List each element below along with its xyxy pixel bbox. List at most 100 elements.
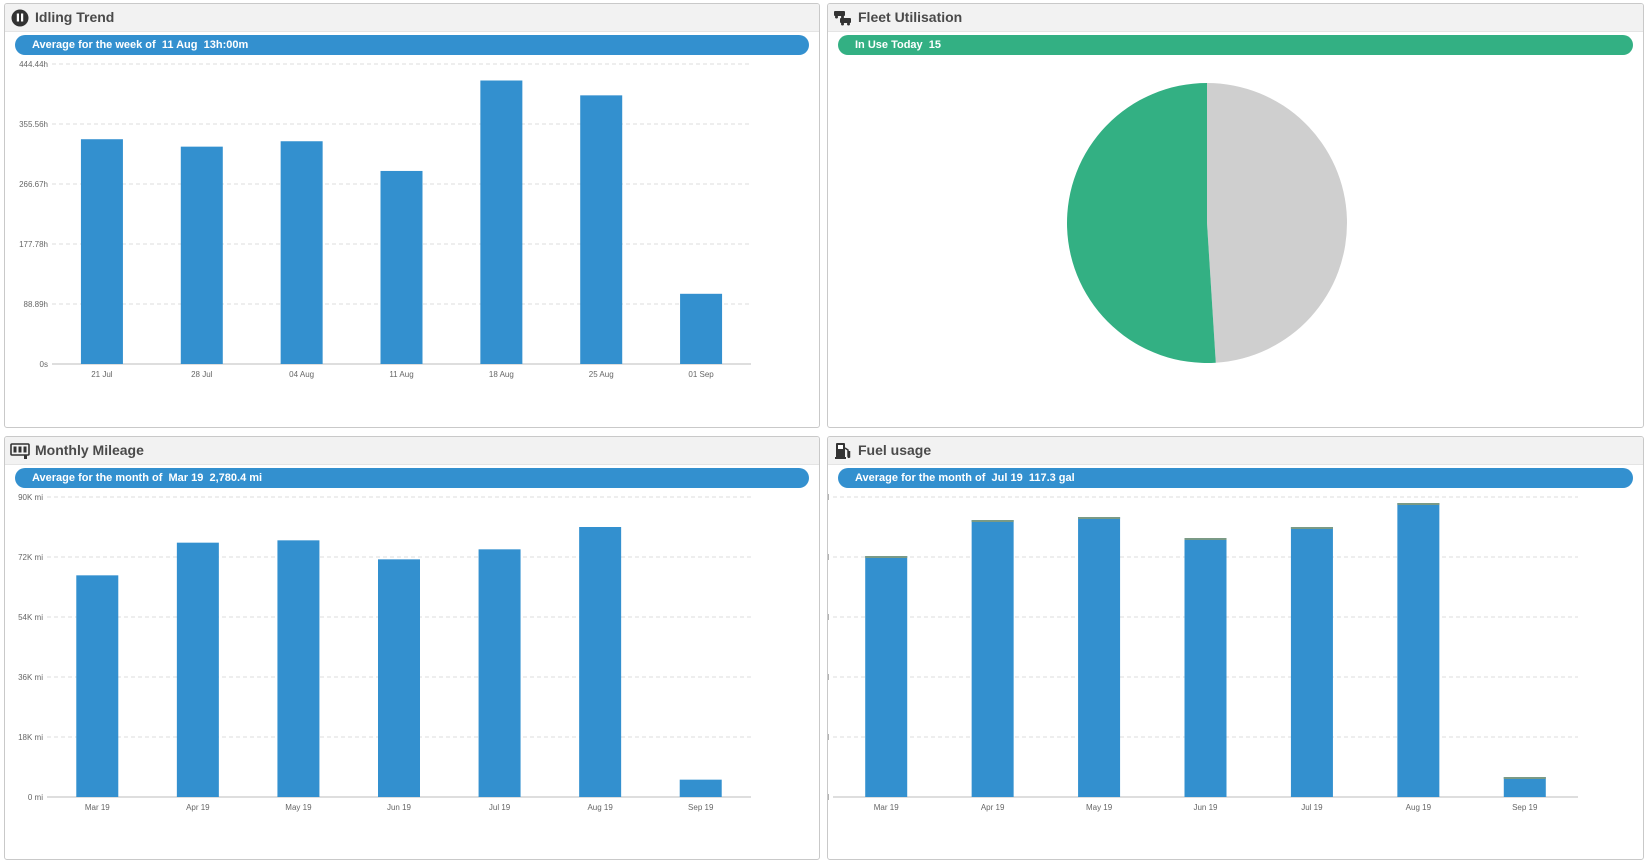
summary-pill: Average for the month of Jul 19 117.3 ga… xyxy=(838,468,1633,488)
vehicles-icon xyxy=(834,11,851,26)
bar xyxy=(280,141,323,364)
bar xyxy=(277,540,320,797)
summary-label: Average for the month of xyxy=(32,472,163,484)
y-tick-label: 72K mi xyxy=(18,553,43,562)
bar xyxy=(865,556,908,797)
summary-value: 117.3 gal xyxy=(1028,472,1075,484)
x-tick-label: Jul 19 xyxy=(1301,803,1323,812)
bar xyxy=(76,575,119,797)
x-tick-label: Jun 19 xyxy=(1193,803,1218,812)
x-tick-label: Jun 19 xyxy=(387,803,412,812)
summary-label: Average for the week of xyxy=(32,39,156,51)
bar xyxy=(579,527,622,797)
bar-cap xyxy=(1290,527,1333,529)
fuel-pump-icon xyxy=(835,443,851,459)
summary-period: 11 Aug xyxy=(161,39,198,51)
x-tick-label: May 19 xyxy=(1086,803,1113,812)
panel-header: Fuel usage xyxy=(828,437,1643,465)
fuel-usage-panel: Fuel usage Average for the month of Jul … xyxy=(827,436,1644,860)
summary-value: 13h:00m xyxy=(203,39,249,51)
x-tick-label: 01 Sep xyxy=(688,370,714,379)
y-tick-label: 2.4K gal xyxy=(828,553,829,562)
bar-cap xyxy=(971,520,1014,522)
bar xyxy=(971,520,1014,797)
y-tick-label: 355.56h xyxy=(19,120,48,129)
x-tick-label: 18 Aug xyxy=(489,370,514,379)
summary-pill: In Use Today 15 xyxy=(838,35,1633,55)
bar-cap xyxy=(1397,503,1440,505)
idling-bar-chart: 0s 88.89h 177.78h 266.67h 355.56h 444.44h 21 J… xyxy=(19,60,751,379)
y-tick-label: 1.8K gal xyxy=(828,613,829,622)
panel-header: Monthly Mileage xyxy=(5,437,819,465)
pause-circle-icon xyxy=(11,9,29,27)
x-tick-label: 21 Jul xyxy=(91,370,113,379)
x-tick-label: Mar 19 xyxy=(85,803,110,812)
x-tick-label: Jul 19 xyxy=(489,803,511,812)
panel-title: Idling Trend xyxy=(35,9,115,25)
summary-label: Average for the month of xyxy=(855,472,986,484)
bar xyxy=(1290,527,1333,797)
y-tick-label: 600 gal xyxy=(828,733,829,742)
bar xyxy=(480,80,523,364)
bar-cap xyxy=(1078,517,1121,519)
y-tick-label: 3K gal xyxy=(828,493,829,502)
y-tick-label: 0s xyxy=(40,360,48,369)
panel-title: Fuel usage xyxy=(858,442,932,458)
bar xyxy=(478,549,521,797)
summary-period: Mar 19 xyxy=(168,472,204,484)
x-tick-label: 28 Jul xyxy=(191,370,213,379)
x-tick-label: Sep 19 xyxy=(1512,803,1538,812)
bar xyxy=(1503,777,1546,797)
bar-cap xyxy=(1184,538,1227,540)
y-tick-label: 0 mi xyxy=(28,793,43,802)
x-tick-label: 25 Aug xyxy=(589,370,614,379)
y-tick-label: 177.78h xyxy=(19,240,48,249)
bar xyxy=(80,139,123,364)
y-tick-label: 36K mi xyxy=(18,673,43,682)
bar xyxy=(180,146,223,364)
bar-cap xyxy=(1503,777,1546,779)
x-tick-label: 04 Aug xyxy=(289,370,314,379)
fleet-pie-chart xyxy=(1067,83,1348,363)
bar xyxy=(680,293,723,364)
y-tick-label: 88.89h xyxy=(24,300,48,309)
pie-slice xyxy=(1067,83,1216,363)
panel-title: Fleet Utilisation xyxy=(858,9,963,25)
bar xyxy=(176,542,219,797)
panel-title: Monthly Mileage xyxy=(35,442,144,458)
x-tick-label: Mar 19 xyxy=(874,803,899,812)
bar xyxy=(1078,517,1121,797)
monthly-mileage-panel: Monthly Mileage Average for the month of… xyxy=(4,436,820,860)
fuel-bar-chart: 0 gal 600 gal 1.2K gal 1.8K gal 2.4K gal 3K g… xyxy=(828,493,1578,812)
x-tick-label: May 19 xyxy=(285,803,312,812)
summary-pill: Average for the month of Mar 19 2,780.4 … xyxy=(15,468,809,488)
bar xyxy=(378,559,420,797)
y-tick-label: 0 gal xyxy=(828,793,829,802)
bar xyxy=(679,779,722,797)
x-tick-label: Sep 19 xyxy=(688,803,714,812)
y-tick-label: 18K mi xyxy=(18,733,43,742)
bar xyxy=(580,95,623,364)
y-tick-label: 90K mi xyxy=(18,493,43,502)
odometer-icon xyxy=(10,443,30,459)
summary-value: 15 xyxy=(928,39,942,51)
summary-pill: Average for the week of 11 Aug 13h:00m xyxy=(15,35,809,55)
pie-slice xyxy=(1207,83,1348,363)
panel-header: Idling Trend xyxy=(5,4,819,32)
bar xyxy=(1397,503,1440,797)
bar xyxy=(380,170,423,364)
bar xyxy=(1184,538,1227,797)
fleet-utilisation-panel: Fleet Utilisation In Use Today 15 xyxy=(827,3,1644,428)
bar-cap xyxy=(865,556,908,558)
x-tick-label: Apr 19 xyxy=(981,803,1005,812)
x-tick-label: Aug 19 xyxy=(1406,803,1432,812)
idling-trend-panel: Idling Trend Average for the week of 11 … xyxy=(4,3,820,428)
panel-header: Fleet Utilisation xyxy=(828,4,1643,32)
summary-period: Jul 19 xyxy=(991,472,1023,484)
x-tick-label: Aug 19 xyxy=(587,803,613,812)
y-tick-label: 1.2K gal xyxy=(828,673,829,682)
mileage-bar-chart: 0 mi 18K mi 36K mi 54K mi 72K mi 90K mi Mar 19… xyxy=(18,493,751,812)
y-tick-label: 54K mi xyxy=(18,613,43,622)
summary-value: 2,780.4 mi xyxy=(209,472,263,484)
y-tick-label: 266.67h xyxy=(19,180,48,189)
